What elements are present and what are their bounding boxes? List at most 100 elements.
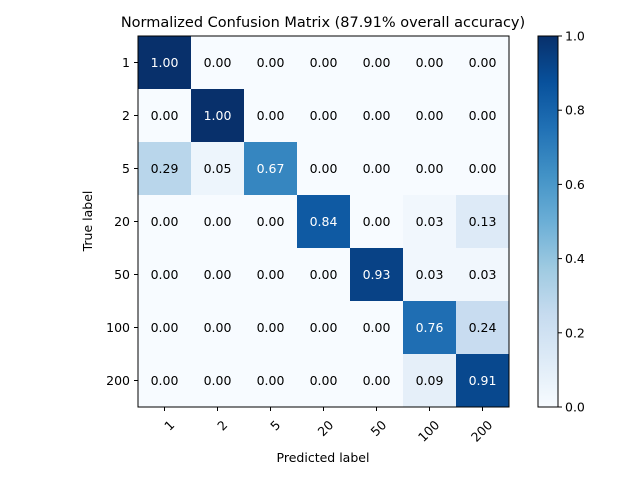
- cell-value-label: 0.00: [469, 161, 497, 176]
- x-tick-label: 2: [214, 417, 230, 433]
- heatmap-cell-r4-c6: [456, 248, 510, 302]
- x-tick-label: 50: [368, 417, 390, 439]
- heatmap-cell-r1-c6: [456, 89, 510, 143]
- cell-value-label: 0.00: [416, 108, 444, 123]
- colorbar-tick-label: 0.8: [565, 103, 585, 118]
- heatmap-cell-r3-c4: [350, 195, 404, 249]
- y-tick-label: 100: [106, 320, 130, 335]
- x-tick-label: 5: [267, 417, 283, 433]
- heatmap-cell-r5-c2: [244, 301, 298, 355]
- x-axis-ticks: 1 2 5 20 50 100 200: [161, 407, 495, 445]
- heatmap-cell-r6-c5: [403, 354, 457, 408]
- cell-value-label: 0.00: [363, 108, 391, 123]
- heatmap-cell-r6-c1: [191, 354, 245, 408]
- cell-value-label: 0.00: [257, 108, 285, 123]
- x-tick-label: 100: [415, 417, 443, 445]
- cell-value-label: 0.03: [416, 267, 444, 282]
- heatmap-cell-r2-c6: [456, 142, 510, 196]
- cell-value-label: 0.00: [363, 373, 391, 388]
- heatmap-cell-r5-c3: [297, 301, 351, 355]
- cell-value-label: 0.00: [469, 108, 497, 123]
- x-tick-label: 1: [161, 417, 177, 433]
- cell-value-label: 0.00: [257, 320, 285, 335]
- heatmap-cell-r3-c0: [138, 195, 192, 249]
- heatmap-cell-r0-c0: [138, 36, 192, 90]
- heatmap-cell-r5-c5: [403, 301, 457, 355]
- heatmap-cell-r0-c2: [244, 36, 298, 90]
- colorbar-tick-label: 0.2: [565, 325, 585, 340]
- cell-value-label: 0.00: [469, 55, 497, 70]
- y-tick-label: 20: [114, 214, 130, 229]
- heatmap-cell-r1-c1: [191, 89, 245, 143]
- colorbar-tick-label: 0.0: [565, 400, 585, 415]
- cell-value-label: 0.09: [416, 373, 444, 388]
- heatmap-cell-labels: 1.00 0.00 0.00 0.00 0.00 0.00 0.00 0.00 1.00 0.00…: [151, 55, 497, 388]
- heatmap-cell-r3-c6: [456, 195, 510, 249]
- cell-value-label: 0.00: [363, 320, 391, 335]
- heatmap-cell-r0-c1: [191, 36, 245, 90]
- heatmap-cell-r3-c2: [244, 195, 298, 249]
- cell-value-label: 0.91: [469, 373, 497, 388]
- cell-value-label: 0.00: [310, 55, 338, 70]
- colorbar: [537, 35, 559, 408]
- cell-value-label: 0.00: [310, 373, 338, 388]
- cell-value-label: 0.03: [469, 267, 497, 282]
- heatmap-cells: [138, 36, 510, 408]
- heatmap-cell-r4-c5: [403, 248, 457, 302]
- cell-value-label: 0.67: [257, 161, 285, 176]
- cell-value-label: 0.00: [310, 161, 338, 176]
- y-tick-label: 1: [122, 55, 130, 70]
- cell-value-label: 0.76: [416, 320, 444, 335]
- heatmap-cell-r1-c5: [403, 89, 457, 143]
- cell-value-label: 0.05: [204, 161, 232, 176]
- colorbar-ticks: 0.0 0.2 0.4 0.6 0.8 1.0: [558, 29, 585, 415]
- heatmap-cell-r1-c2: [244, 89, 298, 143]
- heatmap-cell-r5-c0: [138, 301, 192, 355]
- heatmap-cell-r0-c5: [403, 36, 457, 90]
- cell-value-label: 0.00: [257, 214, 285, 229]
- cell-value-label: 0.00: [204, 267, 232, 282]
- heatmap-cell-r3-c3: [297, 195, 351, 249]
- cell-value-label: 0.00: [151, 320, 179, 335]
- cell-value-label: 0.03: [416, 214, 444, 229]
- colorbar-tick-label: 1.0: [565, 29, 585, 44]
- heatmap-cell-r2-c1: [191, 142, 245, 196]
- heatmap-cell-r1-c4: [350, 89, 404, 143]
- chart-title: Normalized Confusion Matrix (87.91% over…: [121, 15, 525, 31]
- heatmap-cell-r0-c4: [350, 36, 404, 90]
- cell-value-label: 0.00: [310, 320, 338, 335]
- heatmap-cell-r2-c3: [297, 142, 351, 196]
- cell-value-label: 0.00: [310, 267, 338, 282]
- heatmap-cell-r4-c3: [297, 248, 351, 302]
- cell-value-label: 0.00: [257, 267, 285, 282]
- cell-value-label: 0.00: [151, 108, 179, 123]
- cell-value-label: 0.00: [204, 214, 232, 229]
- heatmap-cell-r0-c6: [456, 36, 510, 90]
- heatmap-cell-r1-c0: [138, 89, 192, 143]
- cell-value-label: 0.00: [204, 55, 232, 70]
- cell-value-label: 0.00: [151, 214, 179, 229]
- cell-value-label: 0.29: [151, 161, 179, 176]
- x-tick-label: 20: [315, 417, 337, 439]
- cell-value-label: 0.00: [363, 214, 391, 229]
- cell-value-label: 0.00: [204, 373, 232, 388]
- cell-value-label: 0.00: [416, 55, 444, 70]
- heatmap-cell-r2-c0: [138, 142, 192, 196]
- cell-value-label: 0.00: [416, 161, 444, 176]
- y-axis-ticks: 1 2 5 20 50 100 200: [106, 55, 138, 388]
- heatmap-cell-r2-c4: [350, 142, 404, 196]
- y-tick-label: 5: [122, 161, 130, 176]
- cell-value-label: 0.00: [257, 55, 285, 70]
- cell-value-label: 0.00: [151, 267, 179, 282]
- heatmap-cell-r1-c3: [297, 89, 351, 143]
- cell-value-label: 1.00: [151, 55, 179, 70]
- heatmap-cell-r2-c5: [403, 142, 457, 196]
- cell-value-label: 0.24: [469, 320, 497, 335]
- heatmap-cell-r6-c0: [138, 354, 192, 408]
- y-tick-label: 50: [114, 267, 130, 282]
- heatmap-cell-r3-c1: [191, 195, 245, 249]
- cell-value-label: 0.00: [204, 320, 232, 335]
- heatmap-cell-r2-c2: [244, 142, 298, 196]
- cell-value-label: 0.00: [310, 108, 338, 123]
